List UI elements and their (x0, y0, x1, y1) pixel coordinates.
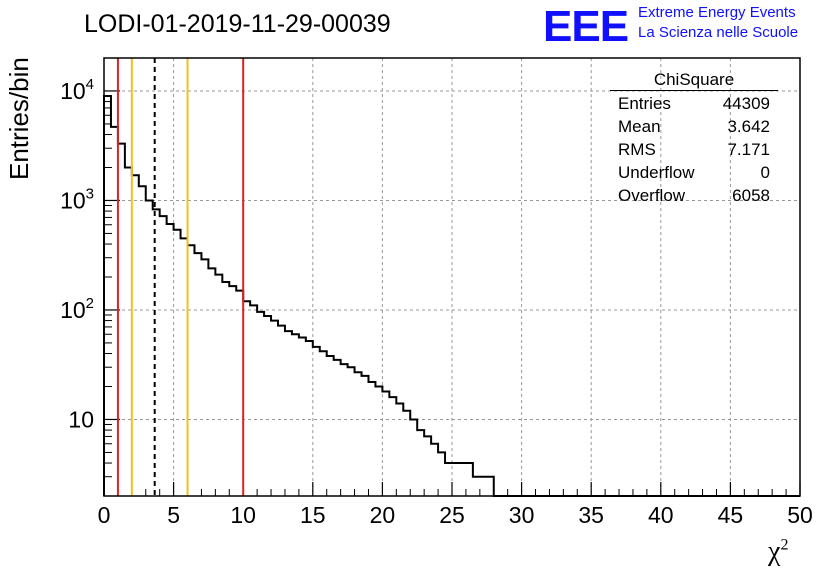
eee-logo: EEE (543, 2, 629, 51)
chart-title: LODI-01-2019-11-29-00039 (84, 10, 391, 38)
stats-row-mean: Mean 3.642 (610, 115, 778, 138)
x-tick-label: 20 (370, 502, 396, 528)
stats-value: 6058 (732, 186, 770, 205)
x-axis-label-sup: 2 (780, 536, 789, 554)
stats-label: RMS (618, 140, 656, 159)
stats-row-rms: RMS 7.171 (610, 138, 778, 161)
x-tick-label: 30 (509, 502, 535, 528)
stats-value: 7.171 (727, 140, 770, 159)
x-tick-label: 10 (230, 502, 256, 528)
y-axis-label: Entries/bin (4, 57, 34, 180)
stats-value: 44309 (722, 94, 770, 113)
x-tick-label: 35 (578, 502, 604, 528)
x-axis-label: χ2 (768, 536, 788, 568)
stats-label: Overflow (618, 186, 686, 205)
x-tick-label: 40 (648, 502, 674, 528)
y-tick-label: 103 (60, 185, 94, 213)
plot-frame (103, 57, 801, 497)
eee-logo-line1: Extreme Energy Events (638, 4, 796, 21)
stats-value: 0 (760, 163, 770, 182)
stats-value: 3.642 (727, 117, 770, 136)
stats-label: Mean (618, 117, 661, 136)
x-tick-label: 5 (167, 502, 180, 528)
y-tick-label: 10 (68, 406, 94, 432)
stats-label: Underflow (618, 163, 695, 182)
x-axis-label-chi: χ (768, 536, 781, 567)
x-tick-label: 0 (98, 502, 111, 528)
stats-box: ChiSquare Entries 44309 Mean 3.642 RMS 7.17… (610, 70, 778, 207)
x-tick-label: 45 (718, 502, 744, 528)
y-tick-label: 104 (60, 76, 94, 104)
stats-title: ChiSquare (610, 70, 778, 91)
stats-row-entries: Entries 44309 (610, 92, 778, 115)
x-tick-label: 25 (439, 502, 465, 528)
stats-label: Entries (618, 94, 671, 113)
eee-logo-line2: La Scienza nelle Scuole (638, 24, 799, 41)
x-tick-label: 50 (787, 502, 813, 528)
stats-row-underflow: Underflow 0 (610, 161, 778, 184)
stats-row-overflow: Overflow 6058 (610, 184, 778, 207)
x-tick-label: 15 (300, 502, 326, 528)
y-tick-label: 102 (60, 295, 94, 323)
